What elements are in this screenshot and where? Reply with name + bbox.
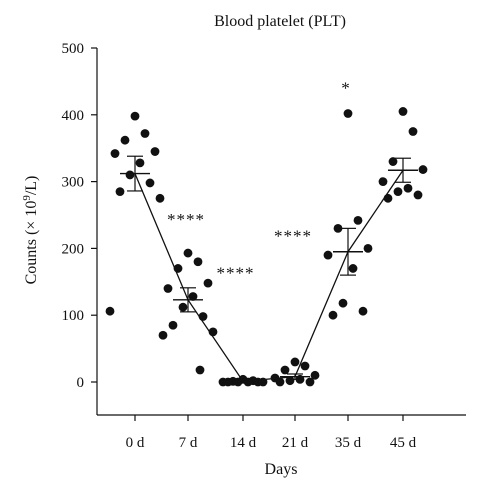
data-point — [243, 377, 253, 387]
mean-trend-line — [134, 169, 404, 383]
data-point — [125, 170, 135, 180]
data-point — [208, 327, 218, 337]
data-point — [323, 250, 333, 260]
data-point — [403, 183, 413, 193]
y-tick-label: 500 — [62, 41, 85, 57]
data-point — [233, 377, 243, 387]
data-point — [173, 264, 183, 273]
data-point — [295, 374, 305, 384]
y-tick-label: 400 — [62, 108, 85, 124]
data-point — [418, 165, 428, 174]
x-tick-label: 21 d — [282, 435, 309, 451]
data-point — [393, 187, 403, 197]
data-point — [280, 365, 290, 375]
data-point — [223, 377, 233, 387]
significance-stars: * — [341, 78, 351, 97]
data-point — [353, 215, 363, 225]
data-point — [300, 361, 310, 371]
data-point — [310, 370, 320, 380]
y-axis-ticks: 0 100 200 300 400 500 — [62, 41, 97, 391]
y-axis-label: Counts (× 109/L) — [21, 176, 40, 285]
data-point — [193, 257, 203, 267]
data-point — [328, 310, 338, 320]
data-point — [120, 135, 130, 145]
data-point — [135, 158, 145, 168]
data-point — [195, 365, 205, 375]
data-point — [183, 248, 193, 258]
data-point — [110, 149, 120, 158]
x-tick-label: 35 d — [335, 435, 362, 451]
data-point — [163, 284, 173, 293]
data-point — [253, 377, 263, 387]
significance-stars: **** — [217, 263, 255, 282]
data-point — [105, 306, 115, 316]
x-axis-label: Days — [265, 461, 298, 478]
data-point — [115, 187, 125, 197]
data-point — [363, 244, 373, 253]
significance-stars: **** — [167, 210, 205, 229]
y-tick-label: 200 — [62, 241, 85, 257]
data-point — [188, 292, 198, 301]
chart-title: Blood platelet (PLT) — [214, 13, 346, 30]
data-point — [413, 190, 423, 200]
data-point — [343, 109, 353, 118]
data-point — [155, 193, 165, 203]
data-point — [290, 357, 300, 367]
significance-annotations: ************* — [167, 78, 351, 282]
data-point — [168, 320, 178, 330]
x-axis-ticks: 0 d 7 d 14 d 21 d 35 d 45 d — [126, 415, 417, 451]
data-point — [203, 278, 213, 288]
data-point — [358, 306, 368, 316]
data-point — [408, 127, 418, 136]
data-point — [150, 147, 160, 156]
data-point — [378, 177, 388, 187]
data-point — [140, 129, 150, 138]
data-point — [348, 264, 358, 273]
data-point — [285, 376, 295, 386]
data-point — [333, 223, 343, 233]
data-point — [398, 107, 408, 116]
x-tick-label: 7 d — [179, 435, 198, 451]
error-bars — [120, 155, 418, 383]
y-tick-label: 0 — [77, 375, 85, 391]
x-tick-label: 45 d — [390, 435, 417, 451]
significance-stars: **** — [274, 227, 312, 246]
data-point — [130, 111, 140, 121]
data-point — [178, 302, 188, 312]
data-point — [145, 178, 155, 188]
data-point — [158, 330, 168, 340]
data-point — [275, 377, 285, 387]
y-tick-label: 300 — [62, 175, 85, 191]
y-tick-label: 100 — [62, 308, 85, 324]
x-tick-label: 0 d — [126, 435, 145, 451]
data-points — [105, 107, 428, 387]
data-point — [198, 312, 208, 321]
data-point — [338, 298, 348, 308]
x-tick-label: 14 d — [230, 435, 257, 451]
data-point — [388, 157, 398, 166]
data-point — [383, 193, 393, 203]
data-point — [305, 377, 315, 387]
